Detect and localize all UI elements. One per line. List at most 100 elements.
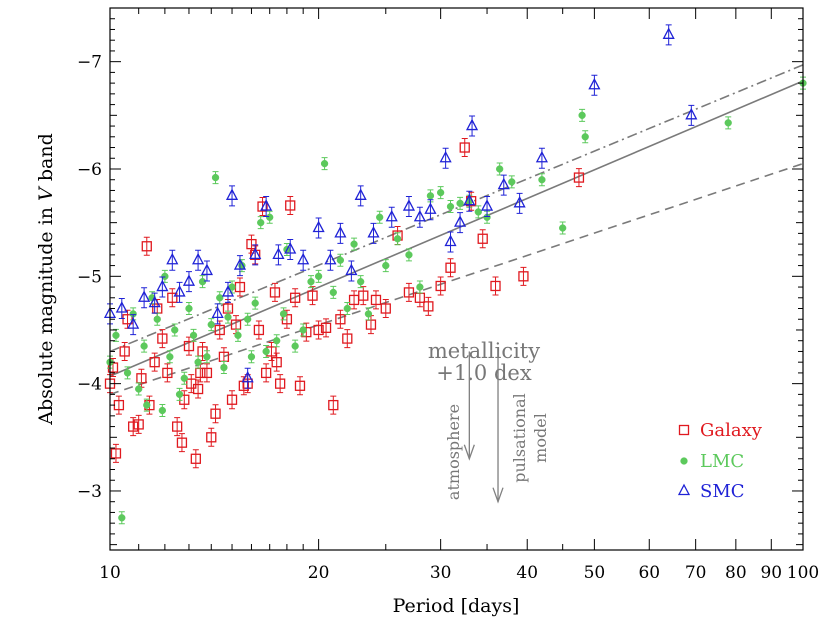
galaxy-errorbar [382,299,389,319]
galaxy-errorbar [447,258,454,278]
galaxy-point [192,383,204,395]
lmc-point [234,331,242,339]
galaxy-point [190,453,201,464]
galaxy-point [320,322,332,333]
galaxy-errorbar [268,341,275,361]
galaxy-point [186,378,197,389]
galaxy-errorbar [159,329,166,349]
galaxy-errorbar [203,363,210,383]
lmc-point [393,235,402,243]
lmc-point [185,304,193,313]
lmc-point [559,224,567,232]
galaxy-errorbar [315,320,322,340]
galaxy-errorbar [344,329,351,349]
galaxy-point [403,287,415,298]
galaxy-errorbar [135,414,142,434]
lmc-point [508,178,516,186]
pulsational-label-2: model [531,413,550,463]
smc-point [402,199,416,211]
galaxy-errorbar [115,395,122,415]
galaxy-point [133,419,144,430]
smc-point [463,193,476,206]
galaxy-errorbar [208,427,215,447]
x-tick-label: 60 [638,563,660,583]
lmc-point [456,199,464,207]
pulsational-arrow-head [492,487,504,504]
smc-point [385,209,398,222]
y-tick-label: −6 [77,160,102,180]
galaxy-errorbar [351,290,358,310]
atmosphere-arrow-head [463,444,475,461]
smc-point [182,274,196,286]
galaxy-errorbar [492,276,499,296]
lmc-point [329,288,337,297]
lmc-point [257,219,265,227]
y-axis-title-pre: Absolute magnitude in [35,201,57,426]
smc-point [249,247,262,260]
legend-marker-galaxy [678,424,690,436]
smc-point [453,215,467,227]
galaxy-errorbar [287,195,294,215]
smc-point [334,225,347,238]
x-tick-label: 30 [430,563,452,583]
lmc-point [376,213,384,221]
pulsational-label-1: pulsational [510,393,529,483]
lmc-point [194,358,202,366]
legend-marker-lmc [680,457,688,465]
x-tick-label: 40 [516,563,538,583]
lmc-point [724,119,732,127]
smc-point [465,118,479,131]
galaxy-errorbar [271,282,278,302]
lmc-point [171,326,179,334]
galaxy-point [335,314,346,325]
x-tick-label: 70 [685,563,707,583]
y-tick-label: −5 [77,267,102,287]
series-smc [103,24,698,389]
galaxy-point [110,448,122,459]
smc-point [324,252,337,265]
galaxy-point [518,271,529,282]
smc-point [513,195,526,208]
smc-point [192,252,205,265]
galaxy-point [477,233,488,244]
smc-point [148,295,161,308]
smc-point [297,252,310,265]
lmc-point [189,331,198,339]
lmc-point [299,326,307,334]
lmc-point [279,310,288,318]
galaxy-point [445,262,456,273]
x-tick-label: 90 [760,563,782,583]
x-tick-label: 10 [99,563,121,583]
lmc-point [203,353,211,361]
galaxy-point [380,303,391,314]
galaxy-errorbar [229,390,236,410]
galaxy-errorbar [151,352,158,372]
lmc-point [244,315,252,323]
atmosphere-label: atmosphere [444,404,463,500]
lmc-point [382,261,390,270]
y-axis-title-italic: V [35,185,57,201]
plot-frame [109,7,804,551]
y-axis-title: Absolute magnitude in V band [35,133,57,425]
galaxy-point [573,172,585,183]
relation-line-dashed [109,162,804,396]
galaxy-point [210,408,221,419]
galaxy-point [157,333,168,344]
lmc-point [251,299,259,307]
galaxy-point [307,290,318,301]
smc-point [156,279,169,292]
relation-line-solid [109,80,804,377]
x-tick-label: 50 [584,563,606,583]
lmc-point [118,514,126,522]
galaxy-point [271,357,282,368]
smc-point [354,188,367,200]
galaxy-errorbar [192,449,199,469]
smc-point [173,285,186,297]
data-points [103,24,807,525]
galaxy-point [167,292,178,303]
galaxy-point [141,241,152,252]
lmc-point [357,278,365,286]
lmc-point [436,188,445,197]
galaxy-errorbar [425,296,432,316]
